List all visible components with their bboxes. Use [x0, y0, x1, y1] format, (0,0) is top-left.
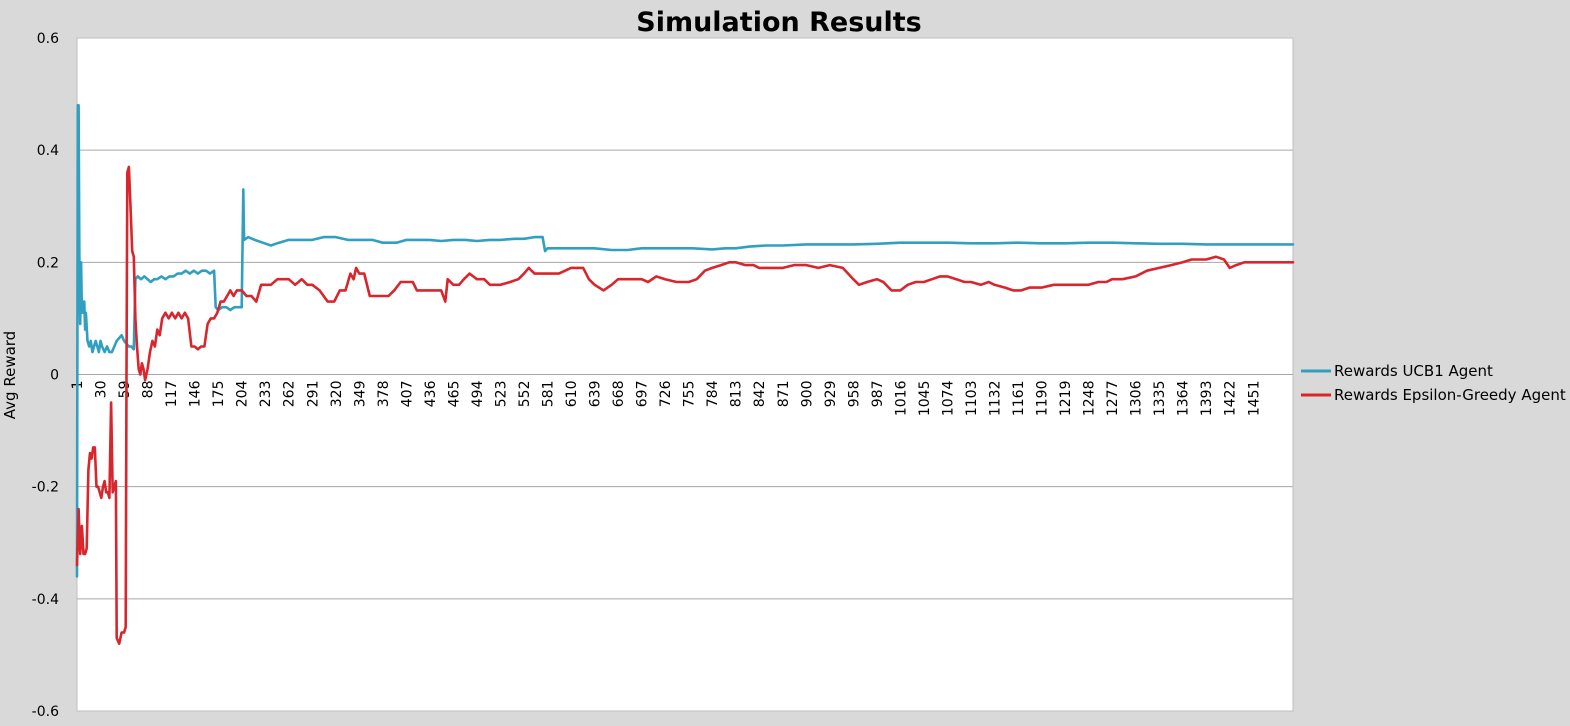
x-tick-label: 1045	[917, 381, 933, 417]
x-tick-label: 494	[470, 380, 486, 407]
x-tick-label: 1074	[940, 380, 956, 416]
x-tick-label: 1306	[1129, 380, 1145, 416]
x-tick-label: 1190	[1035, 381, 1051, 417]
x-tick-label: 88	[141, 381, 157, 399]
x-tick-label: 30	[94, 381, 110, 399]
y-tick-label: 0	[50, 368, 59, 384]
y-tick-label: 0.4	[37, 143, 59, 159]
x-tick-label: 262	[282, 381, 298, 408]
x-tick-label: 552	[517, 381, 533, 408]
x-tick-label: 1451	[1246, 381, 1262, 417]
x-tick-label: 1219	[1058, 381, 1074, 417]
x-tick-label: 987	[870, 381, 886, 408]
x-tick-label: 581	[541, 381, 557, 408]
legend: Rewards UCB1 Agent Rewards Epsilon-Greedy…	[1301, 362, 1566, 404]
x-tick-label: 958	[846, 381, 862, 408]
legend-label: Rewards Epsilon-Greedy Agent	[1334, 386, 1566, 404]
x-tick-label: 1132	[987, 381, 1003, 417]
x-tick-label: 523	[493, 381, 509, 408]
x-tick-label: 784	[705, 380, 721, 407]
x-tick-label: 1364	[1176, 380, 1192, 416]
x-tick-label: 929	[823, 381, 839, 408]
x-tick-label: 668	[611, 381, 627, 408]
x-tick-label: 1277	[1105, 381, 1121, 417]
x-tick-label: 1248	[1082, 381, 1098, 417]
x-tick-label: 59	[117, 381, 133, 399]
x-tick-label: 1335	[1152, 381, 1168, 417]
y-tick-label: -0.2	[32, 480, 59, 496]
legend-label: Rewards UCB1 Agent	[1334, 362, 1493, 380]
series-line-1	[75, 104, 1295, 578]
x-tick-label: 1393	[1199, 381, 1215, 417]
x-tick-label: 233	[258, 381, 274, 408]
x-tick-label: 378	[376, 381, 392, 408]
y-axis-ticks: -0.6 -0.4 -0.2 0 0.2 0.4 0.6	[32, 31, 59, 720]
x-tick-label: 842	[752, 381, 768, 408]
x-tick-label: 610	[564, 381, 580, 408]
y-axis-label: Avg Reward	[1, 331, 19, 419]
y-tick-label: -0.6	[32, 704, 59, 720]
x-tick-label: 755	[682, 381, 698, 408]
x-tick-label: 146	[188, 380, 204, 407]
x-tick-label: 900	[799, 381, 815, 408]
x-axis-ticks: 1 30 59 88 117 146 175 204 233 262 291 320 349 378 407…	[70, 374, 1293, 417]
x-tick-label: 1161	[1011, 381, 1027, 417]
x-tick-label: 1016	[893, 380, 909, 416]
x-tick-label: 871	[776, 381, 792, 408]
x-tick-label: 407	[399, 381, 415, 408]
x-tick-label: 204	[235, 380, 251, 407]
x-tick-label: 349	[352, 381, 368, 408]
x-tick-label: 291	[305, 381, 321, 408]
series-line-2	[75, 165, 1295, 645]
x-tick-label: 1103	[964, 381, 980, 417]
x-tick-label: 726	[658, 380, 674, 407]
y-tick-label: 0.2	[37, 255, 59, 271]
series-lines	[75, 104, 1295, 645]
y-tick-label: -0.4	[32, 592, 59, 608]
x-tick-label: 175	[211, 381, 227, 408]
x-tick-label: 813	[729, 381, 745, 408]
x-tick-label: 117	[164, 381, 180, 408]
x-tick-label: 1422	[1223, 381, 1239, 417]
x-tick-label: 697	[635, 381, 651, 408]
y-tick-label: 0.6	[37, 31, 59, 47]
x-tick-label: 465	[446, 381, 462, 408]
x-tick-label: 639	[588, 381, 604, 408]
x-tick-label: 436	[423, 380, 439, 407]
x-tick-label: 320	[329, 381, 345, 408]
chart-title: Simulation Results	[636, 7, 922, 38]
